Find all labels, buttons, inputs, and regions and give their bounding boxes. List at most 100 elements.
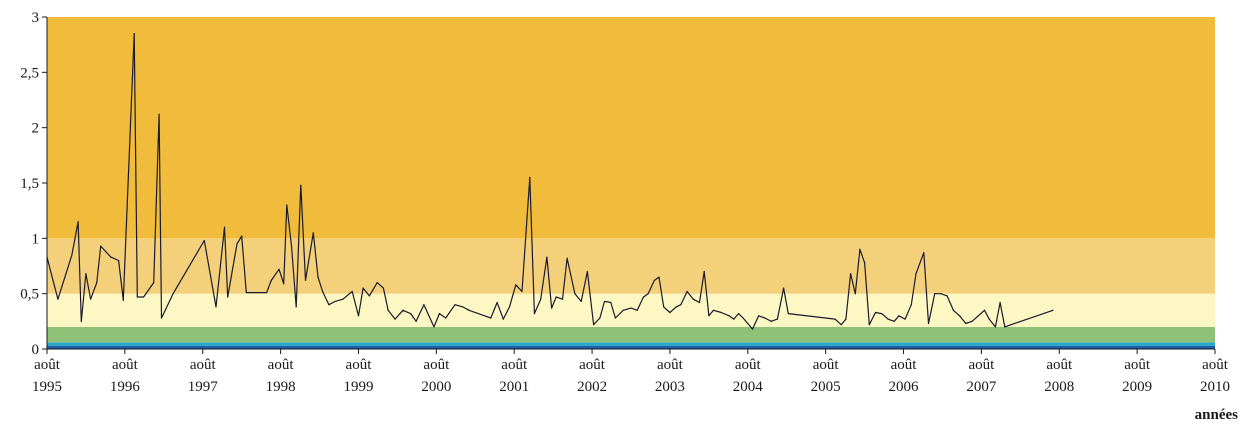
data-point	[227, 296, 229, 298]
data-point	[415, 320, 417, 322]
x-tick-label-year: 1999	[343, 379, 373, 395]
data-point	[153, 282, 155, 284]
data-point	[720, 311, 722, 314]
x-tick-label-month: août	[268, 357, 295, 373]
x-tick-label-month: août	[501, 357, 528, 373]
data-point	[312, 232, 314, 234]
data-point	[958, 315, 961, 317]
value-bands	[47, 17, 1215, 349]
data-point	[994, 326, 997, 328]
y-tick-label: 1	[32, 231, 40, 247]
data-point	[462, 306, 464, 308]
data-point	[71, 254, 73, 256]
x-ticks: août 1995 août 1996 août 1997 août 1998 août 1999…	[32, 349, 1230, 395]
data-point	[658, 276, 660, 278]
y-tick-label: 0	[32, 342, 40, 358]
x-tick-label-year: 2006	[889, 379, 920, 395]
data-point	[290, 245, 293, 247]
data-point	[304, 279, 307, 281]
data-point	[136, 296, 138, 298]
data-point	[770, 320, 772, 322]
data-point	[593, 324, 595, 326]
data-point	[868, 324, 870, 326]
data-point	[675, 306, 677, 308]
x-tick-label-year: 2000	[421, 379, 451, 395]
x-tick-label-year: 1998	[266, 379, 296, 395]
data-point	[893, 320, 895, 322]
data-point	[864, 262, 866, 264]
data-point	[278, 268, 280, 270]
data-point	[586, 270, 588, 273]
data-point	[603, 300, 606, 303]
data-point	[550, 307, 553, 309]
data-point	[927, 322, 930, 325]
data-point	[484, 315, 486, 317]
data-point	[952, 309, 954, 311]
data-point	[610, 301, 612, 304]
data-point	[940, 293, 942, 295]
x-tick-label-month: août	[891, 357, 918, 373]
data-point	[849, 273, 852, 275]
data-point	[236, 243, 238, 245]
data-point	[515, 284, 517, 286]
data-point	[561, 298, 564, 300]
data-point	[680, 304, 682, 306]
data-point	[334, 300, 336, 303]
x-axis-label: années	[1195, 407, 1239, 423]
data-point	[983, 309, 986, 311]
x-tick-label-month: août	[657, 357, 684, 373]
data-point	[776, 318, 778, 320]
data-point	[468, 309, 470, 311]
data-point	[533, 312, 536, 315]
data-point	[368, 295, 370, 297]
data-point	[910, 304, 912, 306]
x-tick-label-year: 2009	[1122, 379, 1152, 395]
data-point	[923, 252, 925, 254]
data-point	[642, 296, 645, 298]
data-point	[859, 248, 861, 250]
data-point	[265, 291, 268, 294]
data-point	[382, 287, 384, 289]
data-point	[142, 296, 145, 298]
data-point	[946, 295, 948, 297]
data-point	[698, 301, 701, 304]
data-point	[787, 312, 789, 315]
x-tick-label-month: août	[112, 357, 139, 373]
data-point	[647, 293, 649, 295]
y-tick-label: 2	[32, 121, 40, 137]
data-point	[376, 282, 378, 284]
data-point	[546, 256, 548, 258]
data-point	[663, 306, 665, 308]
data-point	[854, 293, 856, 295]
data-point	[394, 318, 396, 320]
data-point	[1004, 326, 1006, 328]
data-point	[747, 322, 749, 325]
x-tick-label-month: août	[346, 357, 373, 373]
data-point	[669, 311, 671, 314]
y-tick-label: 0,5	[20, 287, 39, 303]
data-point	[118, 259, 120, 262]
x-tick-label-year: 2002	[577, 379, 607, 395]
x-tick-label-year: 2007	[966, 379, 997, 395]
data-point	[580, 300, 582, 303]
data-point	[96, 282, 98, 284]
data-point	[351, 290, 353, 293]
data-point	[904, 318, 906, 320]
data-point	[630, 307, 632, 309]
data-point	[402, 309, 404, 311]
data-point	[286, 204, 288, 206]
data-point	[496, 301, 498, 304]
data-point	[881, 312, 883, 315]
data-point	[999, 301, 1001, 304]
x-tick-label-year: 2008	[1044, 379, 1074, 395]
data-point	[317, 276, 319, 278]
data-point	[203, 239, 205, 242]
x-tick-label-month: août	[423, 357, 450, 373]
data-point	[357, 315, 360, 317]
x-tick-label-year: 2003	[655, 379, 685, 395]
y-ticks: 0 0,5 1 1,5 2 2,5 3	[20, 10, 47, 358]
x-tick-label-year: 2001	[499, 379, 529, 395]
x-tick-label-year: 1997	[188, 379, 219, 395]
data-point	[728, 315, 730, 317]
data-point	[454, 304, 456, 306]
